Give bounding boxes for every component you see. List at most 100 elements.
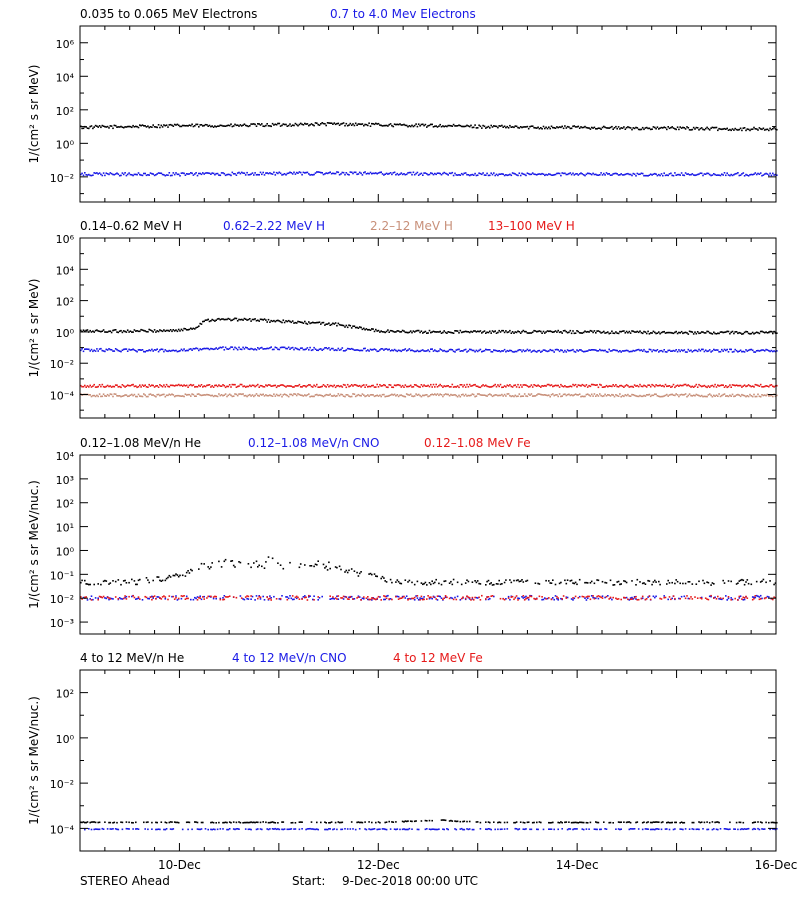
data-point	[422, 597, 424, 600]
data-point	[478, 596, 480, 599]
data-point	[329, 828, 331, 830]
data-point	[230, 174, 232, 177]
data-point	[278, 828, 281, 831]
data-point	[464, 330, 467, 333]
data-point	[572, 348, 574, 351]
data-point	[527, 386, 530, 388]
data-point	[423, 596, 425, 598]
data-point	[582, 596, 585, 598]
data-point	[479, 125, 482, 128]
data-point	[499, 350, 502, 353]
series-2-4	[80, 383, 778, 389]
data-point	[590, 393, 593, 396]
data-point	[215, 347, 217, 349]
data-point	[772, 395, 774, 398]
data-point	[515, 386, 518, 388]
data-point	[285, 174, 287, 176]
data-point	[581, 595, 584, 598]
data-point	[275, 347, 278, 349]
data-point	[308, 828, 310, 830]
data-point	[603, 172, 605, 175]
data-point	[676, 332, 679, 335]
data-point	[172, 125, 175, 127]
data-point	[210, 347, 212, 350]
data-point	[86, 583, 89, 585]
data-point	[294, 321, 297, 324]
data-point	[737, 172, 739, 174]
data-point	[507, 331, 510, 333]
data-point	[466, 395, 468, 397]
data-point	[590, 349, 593, 351]
data-point	[773, 386, 775, 388]
data-point	[436, 331, 439, 333]
data-point	[746, 395, 749, 397]
data-point	[546, 383, 549, 386]
data-point	[253, 174, 255, 176]
data-point	[754, 596, 757, 599]
data-point	[758, 127, 761, 129]
data-point	[486, 395, 488, 397]
data-point	[534, 384, 537, 387]
data-point	[726, 348, 728, 351]
data-point	[751, 596, 754, 598]
data-point	[84, 821, 86, 824]
data-point	[460, 172, 463, 175]
data-point	[573, 828, 576, 830]
data-point	[285, 596, 287, 598]
data-point	[684, 597, 687, 600]
data-point	[620, 330, 622, 333]
data-point	[738, 350, 741, 352]
data-point	[238, 821, 240, 823]
data-point	[368, 172, 370, 175]
data-point	[706, 821, 708, 823]
data-point	[573, 582, 576, 585]
data-point	[340, 393, 342, 396]
data-point	[102, 595, 105, 598]
data-point	[396, 350, 399, 353]
data-point	[240, 383, 243, 386]
data-point	[624, 394, 627, 396]
data-point	[293, 171, 295, 174]
data-point	[452, 174, 455, 177]
data-point	[223, 384, 226, 387]
data-point	[80, 349, 82, 352]
data-point	[487, 579, 490, 582]
data-point	[216, 395, 219, 398]
data-point	[683, 821, 686, 824]
data-point	[345, 122, 348, 125]
data-point	[735, 583, 738, 585]
data-point	[503, 385, 506, 387]
data-point	[317, 560, 319, 562]
data-point	[541, 332, 543, 334]
data-point	[324, 394, 326, 397]
data-point	[373, 123, 376, 126]
data-point	[485, 584, 487, 586]
data-point	[545, 579, 547, 582]
data-point	[89, 329, 91, 332]
data-point	[589, 385, 592, 388]
data-point	[302, 596, 305, 598]
data-point	[387, 173, 389, 175]
data-point	[619, 384, 621, 387]
data-point	[232, 564, 235, 567]
data-point	[495, 332, 498, 334]
data-point	[479, 583, 482, 585]
data-point	[204, 319, 207, 321]
data-point	[322, 563, 325, 566]
data-point	[628, 395, 631, 397]
data-point	[164, 124, 167, 127]
data-point	[552, 331, 554, 333]
data-point	[247, 348, 250, 350]
data-point	[595, 828, 597, 831]
data-point	[118, 330, 121, 332]
data-point	[700, 331, 703, 333]
data-point	[495, 173, 498, 176]
data-point	[299, 321, 302, 323]
data-point	[328, 385, 330, 388]
data-point	[639, 349, 641, 352]
data-point	[518, 597, 521, 600]
data-point	[772, 821, 774, 824]
data-point	[249, 173, 251, 176]
data-point	[550, 125, 553, 128]
